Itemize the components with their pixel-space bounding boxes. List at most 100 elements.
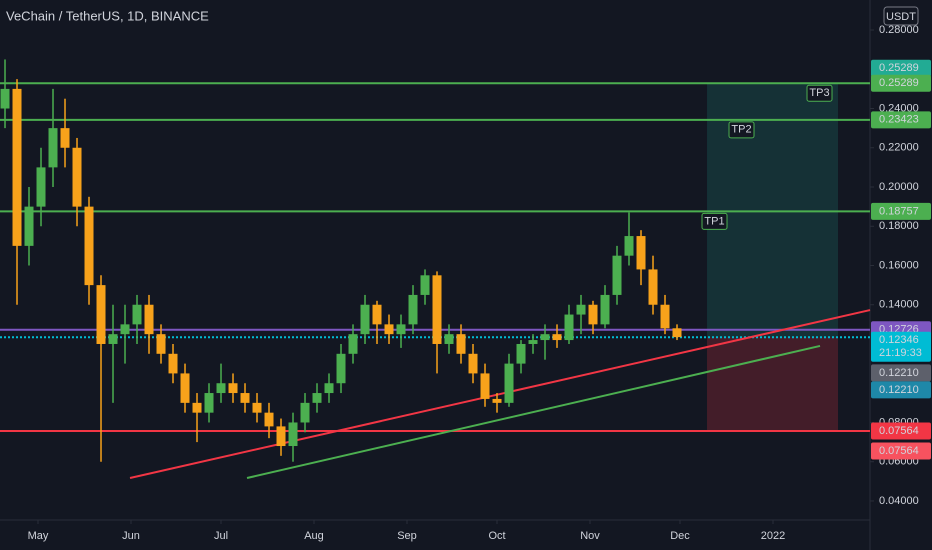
loss-zone	[707, 337, 839, 432]
target-box	[806, 84, 833, 102]
candle-body	[204, 393, 214, 413]
price-tag	[871, 364, 931, 382]
candle-body	[12, 88, 22, 246]
candle-body	[240, 393, 250, 403]
candle-body	[660, 304, 670, 329]
chart-title: VeChain / TetherUS, 1D, BINANCE	[6, 8, 209, 23]
trendline	[246, 344, 821, 479]
candle-body	[600, 294, 610, 325]
x-tick-label: Aug	[304, 530, 324, 542]
price-tag	[871, 202, 931, 220]
x-tick-label: Oct	[488, 530, 505, 542]
price-tag-label: 0.12346	[879, 334, 919, 346]
candle-body	[528, 340, 538, 344]
candle-body	[180, 373, 190, 403]
y-tick-label: 0.04000	[879, 495, 919, 507]
candle-body	[192, 402, 202, 413]
y-tick-label: 0.16000	[879, 259, 919, 271]
candle-body	[612, 255, 622, 295]
candle-body	[60, 128, 70, 148]
price-tag-label: 0.07564	[879, 445, 919, 457]
target-label: TP3	[809, 87, 829, 99]
candle-body	[36, 167, 46, 207]
candle-body	[48, 128, 58, 168]
currency: USDT	[886, 11, 916, 23]
candle-body	[576, 304, 586, 315]
candle-body	[396, 324, 406, 335]
x-tick-label: Jun	[122, 530, 140, 542]
candle-body	[0, 88, 10, 109]
candle-body	[456, 334, 466, 354]
candle-body	[648, 269, 658, 305]
price-tag-label: 0.07564	[879, 425, 919, 437]
price-tag-label: 0.23423	[879, 114, 919, 126]
candle-body	[408, 294, 418, 325]
price-tag-label: 0.18757	[879, 205, 919, 217]
x-tick-label: Dec	[670, 530, 690, 542]
price-tag-label: 0.12210	[879, 367, 919, 379]
price-tag	[871, 111, 931, 129]
candle-body	[228, 383, 238, 394]
candle-body	[552, 334, 562, 341]
target-box	[728, 121, 755, 139]
currency-box[interactable]	[883, 6, 919, 26]
x-tick-label: May	[28, 530, 49, 542]
price-tag-label: 0.25289	[879, 62, 919, 74]
profit-zone	[707, 83, 839, 338]
candle-body	[588, 304, 598, 325]
candle-body	[384, 324, 394, 335]
price-tag	[871, 442, 931, 460]
target-box	[701, 212, 728, 230]
target-label: TP2	[731, 124, 751, 136]
y-tick-label: 0.22000	[879, 142, 919, 154]
y-tick-label: 0.14000	[879, 299, 919, 311]
candle-body	[84, 206, 94, 286]
candle-body	[372, 304, 382, 325]
candle-body	[540, 334, 550, 341]
candle-body	[216, 383, 226, 394]
candle-body	[72, 147, 82, 207]
countdown: 21:19:33	[879, 347, 922, 359]
price-tag	[871, 74, 931, 92]
candle-body	[360, 304, 370, 335]
candle-body	[276, 426, 286, 447]
candle-body	[624, 236, 634, 256]
trendline	[129, 309, 871, 479]
target-label: TP1	[704, 215, 724, 227]
candle-body	[120, 324, 130, 335]
x-tick-label: Nov	[580, 530, 600, 542]
x-tick-label: Jul	[214, 530, 228, 542]
candle-body	[132, 304, 142, 325]
price-tag	[871, 422, 931, 440]
candle-body	[144, 304, 154, 335]
x-tick-label: Sep	[397, 530, 417, 542]
x-tick-label: 2022	[761, 530, 785, 542]
candle-body	[444, 334, 454, 344]
candle-body	[420, 275, 430, 295]
candle-body	[516, 343, 526, 364]
candle-body	[504, 363, 514, 403]
candle-body	[348, 334, 358, 354]
y-tick-label: 0.18000	[879, 220, 919, 232]
candle-body	[264, 412, 274, 427]
candle-body	[324, 383, 334, 394]
axes: 0.280000.240000.220000.200000.180000.160…	[28, 24, 931, 542]
price-tag	[871, 381, 931, 399]
candle-body	[252, 402, 262, 413]
candle-body	[432, 275, 442, 344]
price-tag-label: 0.12210	[879, 384, 919, 396]
candle-body	[336, 353, 346, 384]
candle-body	[288, 422, 298, 447]
price-tag	[871, 59, 931, 77]
candle-body	[300, 402, 310, 423]
price-tag	[871, 331, 931, 362]
candle-body	[672, 328, 682, 338]
candle-body	[492, 398, 502, 403]
y-tick-label: 0.28000	[879, 24, 919, 36]
candle-body	[480, 373, 490, 399]
candle-body	[96, 285, 106, 344]
plot-area: TP1 TP2 TP3	[0, 59, 871, 479]
candle-body	[24, 206, 34, 246]
